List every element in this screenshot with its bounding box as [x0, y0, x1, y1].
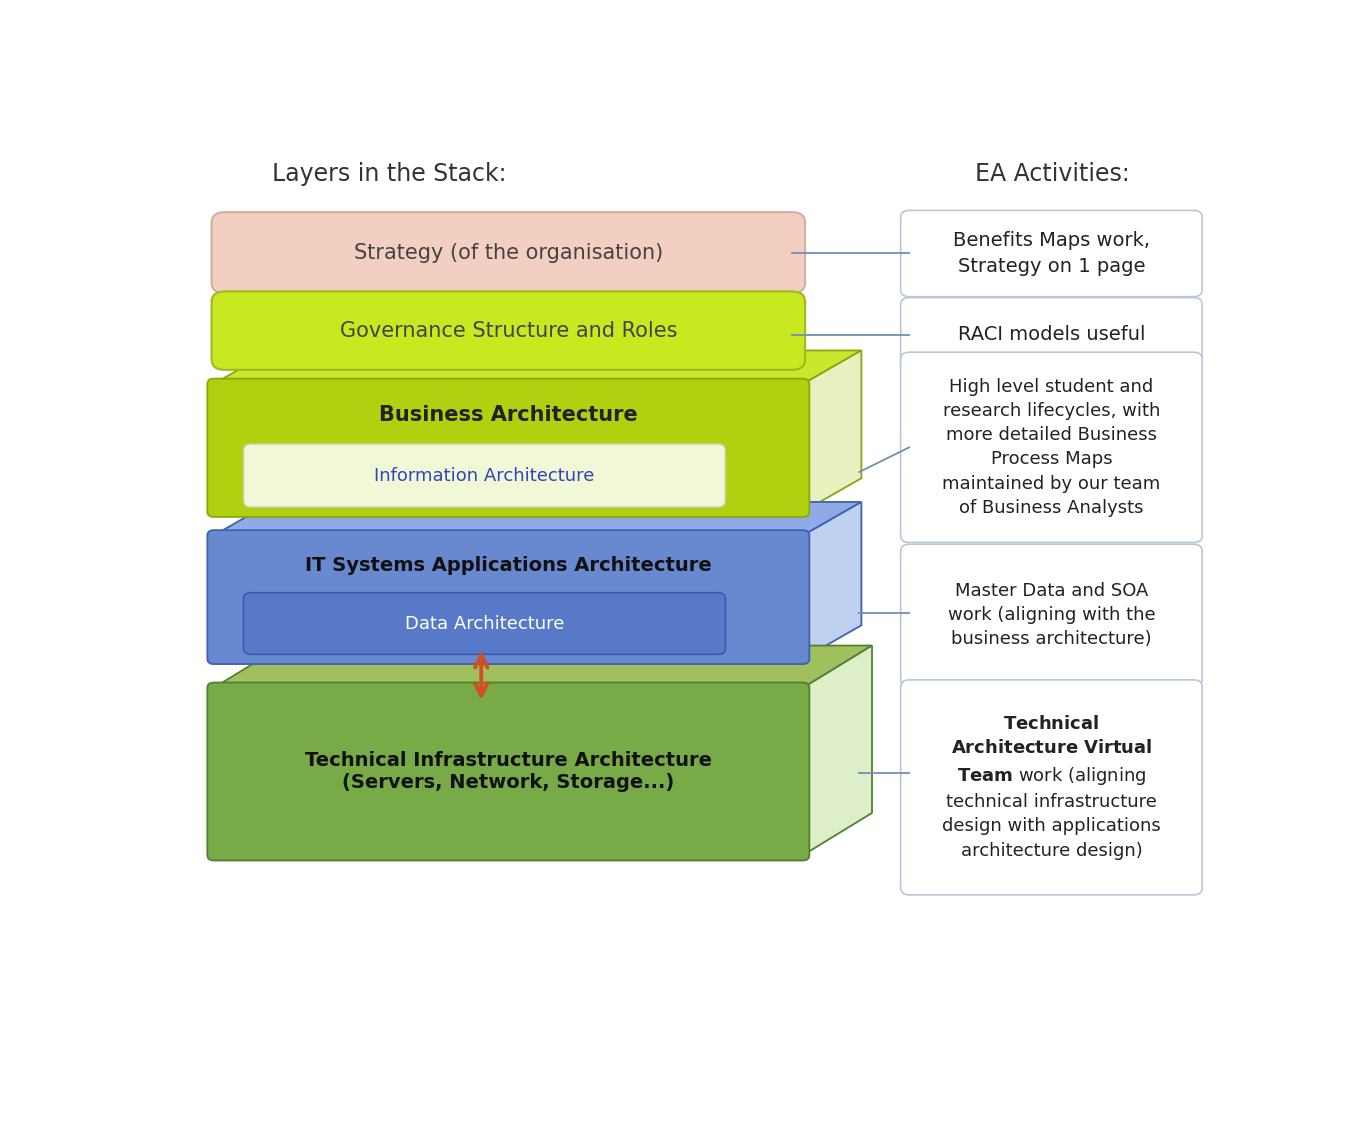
FancyBboxPatch shape — [900, 352, 1203, 542]
Text: Master Data and SOA
work (aligning with the
business architecture): Master Data and SOA work (aligning with … — [948, 582, 1155, 649]
Text: Strategy (of the organisation): Strategy (of the organisation) — [353, 243, 663, 263]
FancyBboxPatch shape — [207, 683, 810, 860]
FancyBboxPatch shape — [207, 379, 810, 517]
FancyBboxPatch shape — [900, 545, 1203, 686]
Text: EA Activities:: EA Activities: — [975, 162, 1130, 186]
FancyBboxPatch shape — [244, 444, 726, 507]
Text: High level student and
research lifecycles, with
more detailed Business
Process : High level student and research lifecycl… — [943, 378, 1160, 517]
Text: Benefits Maps work,
Strategy on 1 page: Benefits Maps work, Strategy on 1 page — [954, 231, 1149, 276]
Text: Layers in the Stack:: Layers in the Stack: — [271, 162, 506, 186]
FancyBboxPatch shape — [244, 593, 726, 654]
FancyBboxPatch shape — [900, 210, 1203, 296]
Text: Data Architecture: Data Architecture — [404, 614, 564, 633]
Text: Governance Structure and Roles: Governance Structure and Roles — [340, 320, 677, 341]
Polygon shape — [803, 350, 862, 511]
Text: RACI models useful: RACI models useful — [958, 325, 1145, 344]
FancyBboxPatch shape — [211, 292, 806, 370]
FancyBboxPatch shape — [207, 530, 810, 664]
Text: Business Architecture: Business Architecture — [379, 405, 637, 424]
FancyBboxPatch shape — [900, 680, 1203, 895]
Polygon shape — [803, 502, 862, 659]
Polygon shape — [803, 645, 873, 856]
Polygon shape — [214, 502, 862, 535]
FancyBboxPatch shape — [211, 212, 806, 293]
Text: $\mathbf{Technical}$
$\mathbf{Architecture\ Virtual}$
$\mathbf{Team}$ work (alig: $\mathbf{Technical}$ $\mathbf{Architectu… — [943, 715, 1160, 859]
FancyBboxPatch shape — [900, 297, 1203, 372]
Polygon shape — [214, 645, 873, 688]
Polygon shape — [214, 350, 862, 384]
Text: IT Systems Applications Architecture: IT Systems Applications Architecture — [306, 556, 712, 574]
Text: Technical Infrastructure Architecture
(Servers, Network, Storage...): Technical Infrastructure Architecture (S… — [306, 750, 712, 792]
Text: Information Architecture: Information Architecture — [374, 467, 595, 485]
